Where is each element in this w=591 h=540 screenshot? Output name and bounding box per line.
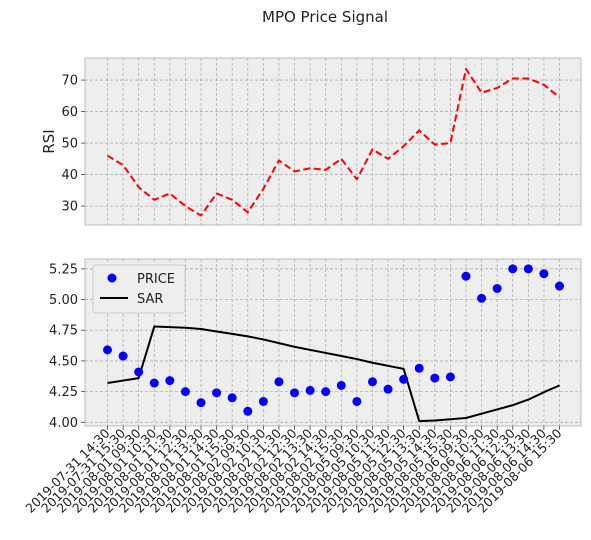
price-y-ticks: 4.00 4.25 4.50 4.75 5.00 5.25 — [49, 262, 85, 431]
price-point — [149, 378, 159, 388]
price-panel: 4.00 4.25 4.50 4.75 5.00 5.25 2019-07-31 14:3… — [22, 258, 582, 516]
price-y-tick-label: 5.25 — [49, 262, 78, 277]
price-point — [134, 367, 144, 377]
legend-price-marker — [107, 273, 117, 283]
legend-price-label: PRICE — [137, 272, 175, 287]
price-series — [103, 264, 564, 423]
rsi-y-ticks: 30 40 50 60 70 — [61, 74, 85, 215]
price-y-tick-label: 4.75 — [49, 324, 78, 339]
price-point — [445, 372, 455, 382]
rsi-y-tick-label: 30 — [61, 200, 78, 215]
rsi-y-tick-label: 70 — [61, 74, 78, 89]
price-point — [367, 377, 377, 387]
price-point — [555, 281, 564, 291]
price-point — [305, 385, 315, 395]
rsi-y-tick-label: 40 — [61, 168, 78, 183]
price-point — [118, 351, 128, 361]
price-y-tick-label: 4.25 — [49, 385, 78, 400]
rsi-y-tick-label: 60 — [61, 105, 78, 120]
price-point — [321, 387, 331, 397]
price-point — [180, 387, 190, 397]
rsi-plot-background — [84, 57, 582, 226]
price-point — [539, 269, 549, 279]
price-y-tick-label: 5.00 — [49, 293, 78, 308]
price-point — [243, 406, 253, 416]
rsi-series — [106, 68, 561, 217]
price-point — [508, 264, 518, 274]
price-point — [461, 271, 471, 281]
rsi-series-line — [106, 68, 561, 217]
rsi-y-axis-label: RSI — [40, 129, 58, 153]
price-y-tick-label: 4.00 — [49, 416, 78, 431]
rsi-y-tick-label: 50 — [61, 137, 78, 152]
legend: PRICE SAR — [92, 264, 186, 314]
price-point — [336, 380, 346, 390]
price-point — [227, 393, 237, 403]
price-point — [399, 374, 409, 384]
price-point — [212, 388, 222, 398]
legend-sar-label: SAR — [137, 292, 163, 307]
price-point — [274, 377, 284, 387]
price-point — [196, 398, 206, 408]
rsi-panel: 30 40 50 60 70 RSI — [40, 57, 582, 226]
price-point — [103, 345, 112, 355]
price-point — [165, 376, 175, 386]
price-point — [414, 363, 424, 373]
price-point — [352, 396, 362, 406]
price-point — [523, 264, 533, 274]
price-point — [383, 384, 393, 394]
price-point — [290, 388, 300, 398]
sar-series-line — [107, 325, 560, 423]
chart-title: MPO Price Signal — [262, 8, 388, 26]
price-point — [492, 283, 502, 293]
price-point — [430, 373, 440, 383]
price-y-tick-label: 4.50 — [49, 354, 78, 369]
price-point — [258, 396, 268, 406]
price-point — [477, 293, 487, 303]
